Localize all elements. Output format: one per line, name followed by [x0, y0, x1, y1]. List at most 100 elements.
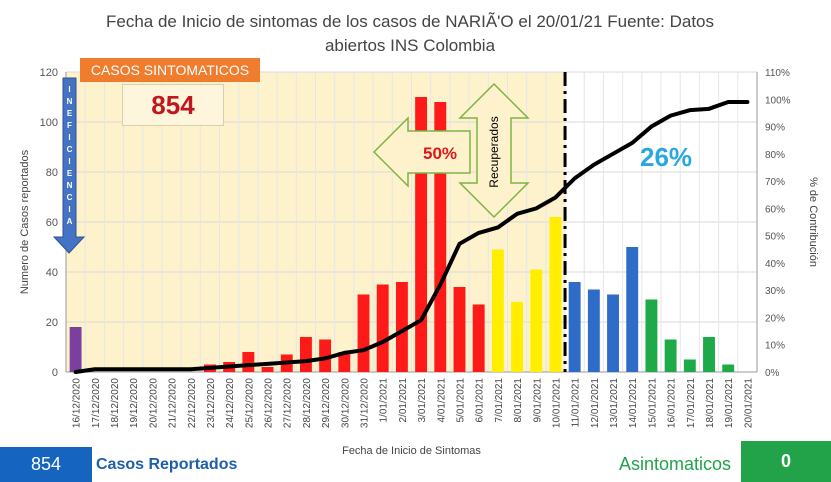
y2-tick-label: 40% [765, 259, 785, 270]
y2-tick-label: 70% [765, 177, 785, 188]
y2-tick-label: 10% [765, 341, 785, 352]
x-axis-title: Fecha de Inicio de Sintomas [342, 445, 481, 457]
x-tick-label: 9/01/2021 [532, 378, 543, 423]
chart-title-line2: abiertos INS Colombia [324, 36, 496, 55]
ineficiencia-letter: E [67, 109, 73, 118]
casos-sintomaticos-value: 854 [122, 84, 224, 126]
bar [722, 364, 735, 372]
casos-reportados-value: 854 [0, 447, 92, 482]
bar [491, 249, 504, 372]
x-tick-label: 31/12/2020 [360, 378, 371, 428]
x-tick-label: 3/01/2021 [417, 378, 428, 423]
bar [357, 294, 370, 372]
x-tick-label: 16/12/2020 [72, 378, 83, 428]
ineficiencia-letter: N [67, 97, 73, 106]
ineficiencia-letter: I [68, 133, 70, 142]
bar [453, 287, 466, 372]
casos-reportados-label: Casos Reportados [96, 456, 238, 473]
x-tick-label: 2/01/2021 [398, 378, 409, 423]
x-tick-label: 28/12/2020 [302, 378, 313, 428]
y-tick-label: 40 [46, 267, 58, 279]
bar [242, 352, 255, 372]
x-tick-label: 19/12/2020 [129, 378, 140, 428]
percent-50-label: 50% [423, 144, 457, 163]
ineficiencia-letter: I [68, 205, 70, 214]
x-tick-label: 10/01/2021 [551, 378, 562, 428]
x-tick-label: 18/01/2021 [705, 378, 716, 428]
ineficiencia-letter: C [67, 145, 73, 154]
bar [69, 327, 82, 372]
y2-tick-label: 80% [765, 150, 785, 161]
bar [376, 284, 389, 372]
bar [664, 339, 677, 372]
up-down-arrow [458, 82, 530, 219]
x-tick-label: 26/12/2020 [264, 378, 275, 428]
bar [703, 337, 715, 372]
x-tick-label: 18/12/2020 [110, 378, 121, 428]
x-tick-label: 22/12/2020 [187, 378, 198, 428]
x-tick-label: 17/01/2021 [686, 378, 697, 428]
x-tick-label: 1/01/2021 [379, 378, 390, 423]
y2-tick-label: 90% [765, 123, 785, 134]
bar [415, 97, 428, 372]
x-tick-label: 6/01/2021 [475, 378, 486, 423]
y2-tick-label: 50% [765, 232, 785, 243]
ineficiencia-arrow [52, 77, 86, 254]
y-axis-title: Numero de Casos reportados [19, 149, 31, 294]
cumulative-line [73, 100, 750, 374]
bar [683, 359, 696, 372]
asintomaticos-percent-label: 26% [640, 142, 693, 172]
x-tick-label: 20/01/2021 [743, 378, 754, 428]
casos-sintomaticos-label: CASOS SINTOMATICOS [80, 58, 260, 82]
x-tick-label: 4/01/2021 [436, 378, 447, 423]
recuperados-label: Recuperados [487, 116, 501, 187]
x-tick-label: 23/12/2020 [206, 378, 217, 428]
y-tick-label: 80 [46, 167, 58, 179]
x-tick-label: 25/12/2020 [244, 378, 255, 428]
left-arrow [372, 116, 471, 188]
bar [587, 289, 600, 372]
bar [645, 299, 658, 372]
chart-title-line1: Fecha de Inicio de sintomas de los casos… [105, 12, 715, 31]
bar [395, 282, 408, 372]
x-tick-label: 21/12/2020 [168, 378, 179, 428]
y2-axis-title: % de Contribución [807, 177, 819, 267]
x-tick-label: 12/01/2021 [590, 378, 601, 428]
ineficiencia-letter: E [67, 169, 73, 178]
bar [472, 304, 485, 372]
ineficiencia-letter: I [68, 85, 70, 94]
ineficiencia-letter: F [67, 121, 72, 130]
x-tick-label: 27/12/2020 [283, 378, 294, 428]
bar [568, 282, 581, 372]
bar [607, 294, 619, 372]
x-tick-label: 15/01/2021 [647, 378, 658, 428]
x-tick-label: 20/12/2020 [148, 378, 159, 428]
y-tick-label: 100 [40, 117, 58, 129]
x-tick-label: 24/12/2020 [225, 378, 236, 428]
asintomaticos-value: 0 [741, 441, 831, 482]
bar [261, 367, 274, 372]
bar [299, 337, 312, 372]
y2-tick-label: 100% [765, 95, 791, 106]
x-tick-label: 19/01/2021 [724, 378, 735, 428]
x-tick-label: 14/01/2021 [628, 378, 639, 428]
asintomaticos-label: Asintomaticos [618, 454, 731, 474]
bar [626, 247, 639, 372]
bar [338, 352, 351, 372]
x-tick-label: 11/01/2021 [571, 378, 582, 428]
x-tick-label: 17/12/2020 [91, 378, 102, 428]
y2-tick-label: 20% [765, 313, 785, 324]
ineficiencia-letter: C [67, 193, 73, 202]
x-tick-label: 5/01/2021 [455, 378, 466, 423]
bar [434, 102, 447, 372]
bar [530, 269, 543, 372]
y2-tick-label: 110% [765, 68, 790, 79]
x-tick-label: 30/12/2020 [340, 378, 351, 428]
x-tick-label: 16/01/2021 [667, 378, 678, 428]
bar [549, 217, 562, 372]
x-tick-label: 29/12/2020 [321, 378, 332, 428]
x-tick-label: 13/01/2021 [609, 378, 620, 428]
y-tick-label: 20 [46, 317, 58, 329]
y-tick-label: 120 [40, 67, 58, 79]
